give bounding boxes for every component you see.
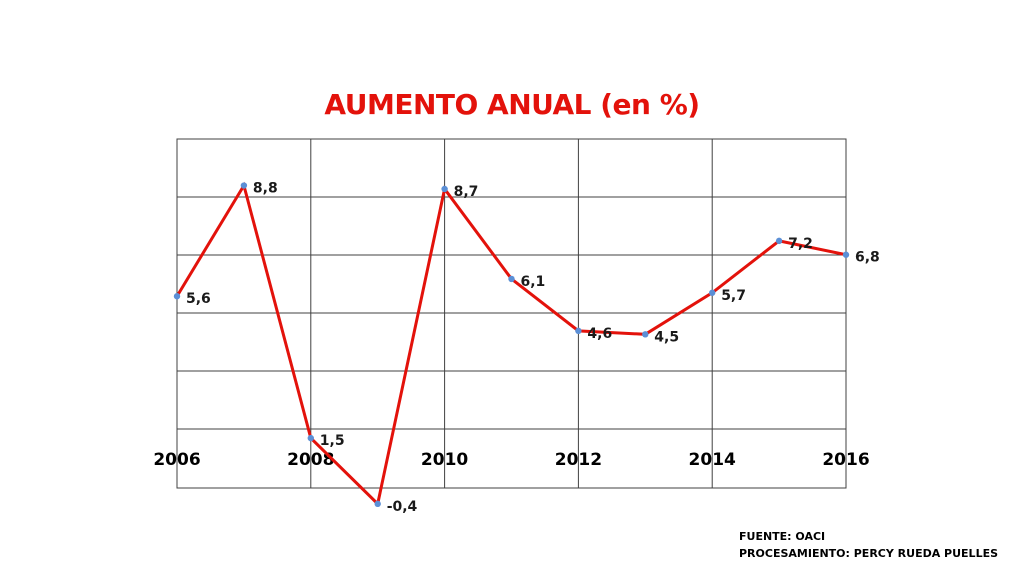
data-label: 7,2 [788, 236, 813, 252]
series-path [175, 181, 847, 507]
data-point [575, 327, 582, 335]
data-label: 4,5 [654, 329, 679, 345]
data-point [240, 182, 248, 189]
x-tick-label: 2010 [421, 450, 468, 470]
data-labels: 5,6 8,8 1,5 -0,4 8,7 6,1 4,6 4,5 5,7 7,2 6,8 [186, 181, 880, 515]
x-tick-label: 2012 [555, 450, 602, 470]
processing-note: PROCESAMIENTO: PERCY RUEDA PUELLES [739, 547, 999, 560]
data-point [307, 434, 314, 442]
data-point [642, 331, 649, 338]
series-line [175, 181, 847, 507]
data-point [775, 237, 783, 245]
data-point [508, 275, 515, 283]
data-label: 4,6 [587, 326, 612, 342]
data-point [709, 289, 716, 296]
data-label: -0,4 [387, 499, 418, 515]
data-label: 5,7 [721, 288, 746, 304]
series-markers [173, 182, 850, 508]
data-label: 1,5 [320, 433, 345, 449]
data-point [173, 293, 181, 300]
x-tick-label: 2006 [153, 450, 200, 470]
source-note: FUENTE: OACI [739, 530, 826, 543]
data-label: 8,8 [253, 181, 278, 197]
x-tick-label: 2008 [287, 450, 334, 470]
data-label: 8,7 [454, 184, 479, 200]
data-label: 5,6 [186, 291, 211, 307]
x-tick-label: 2016 [822, 450, 869, 470]
data-point [842, 251, 850, 258]
x-axis-ticks: 2006 2008 2010 2012 2014 2016 [153, 450, 869, 470]
data-label: 6,8 [855, 250, 880, 266]
data-point [441, 185, 448, 193]
chart-title: AUMENTO ANUAL (en %) [324, 88, 700, 121]
data-label: 6,1 [521, 274, 546, 290]
data-point [374, 500, 381, 508]
x-tick-label: 2014 [689, 450, 736, 470]
grid [176, 138, 847, 489]
